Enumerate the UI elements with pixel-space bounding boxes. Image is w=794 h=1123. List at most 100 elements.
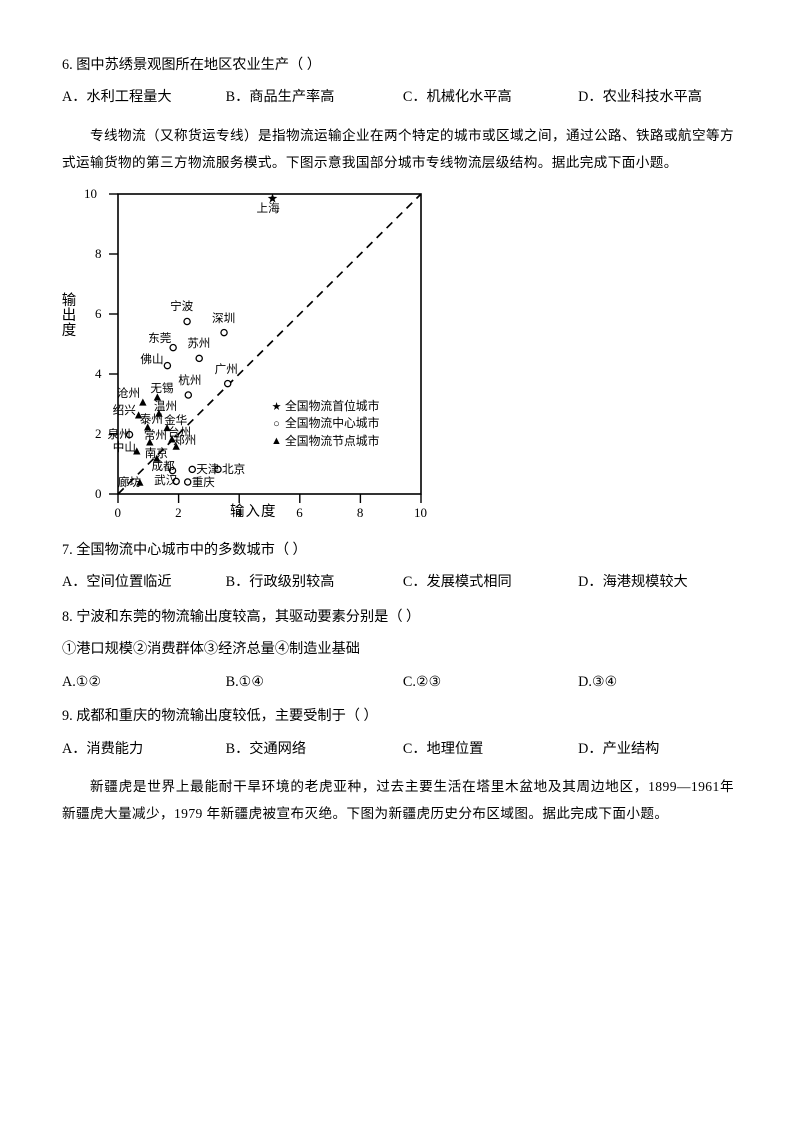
data-point-中山 [133,447,141,455]
point-label-泉州: 泉州 [107,427,131,441]
question-7-option-d[interactable]: D．海港规模较大 [578,574,688,591]
point-label-廊坊: 廊坊 [117,475,142,489]
x-tick-2: 2 [175,504,182,520]
question-6-option-c[interactable]: C．机械化水平高 [402,89,512,106]
x-axis-title: 输入度 [230,503,277,520]
question-8-option-a[interactable]: A.①② [62,674,102,691]
point-label-温州: 温州 [153,399,178,413]
data-point-杭州 [184,391,193,399]
chart-canvas [109,193,422,503]
legend-label: 全国物流中心城市 [285,416,380,431]
point-label-常州: 常州 [143,429,168,443]
y-tick-6: 6 [95,305,102,321]
data-point-广州 [223,379,232,388]
legend-item-0: ★ 全国物流首位城市 [270,398,380,415]
y-tick-2: 2 [95,425,102,441]
data-point-东莞 [169,343,177,352]
question-9-option-b[interactable]: B．交通网络 [225,740,307,757]
tiger-passage: 新疆虎是世界上最能耐干旱环境的老虎亚种，过去主要生活在塔里木盆地及其周边地区，1… [62,779,734,822]
legend-item-2: ▲ 全国物流节点城市 [270,433,379,450]
page-content: 6. 图中苏绣景观图所在地区农业生产（ ） A．水利工程量大 B．商品生产率高 … [62,55,734,831]
question-9-option-c[interactable]: C．地理位置 [402,740,484,757]
point-label-宁波: 宁波 [170,300,194,314]
point-label-北京: 北京 [221,463,246,477]
point-label-南京: 南京 [144,446,168,460]
point-label-苏州: 苏州 [187,337,211,351]
question-7-stem: 7. 全国物流中心城市中的多数城市（ ） [62,541,307,558]
point-label-天津: 天津 [196,463,220,477]
data-point-廊坊 [136,478,144,486]
data-point-温州 [155,409,163,417]
y-axis-ticks [109,193,118,495]
data-point-天津 [188,465,196,474]
point-label-佛山: 佛山 [140,352,164,366]
point-label-成都: 成都 [151,459,175,473]
x-tick-0: 0 [114,504,122,520]
data-point-沧州 [139,398,147,406]
question-6-option-d[interactable]: D．农业科技水平高 [578,89,702,106]
point-label-台州: 台州 [167,426,192,440]
legend-item-1: ○ 全国物流中心城市 [270,415,379,432]
data-point-无锡 [153,393,162,401]
data-point-郑州 [172,442,180,450]
data-point-宁波 [183,317,191,326]
y-tick-8: 8 [95,245,102,261]
question-8-option-b[interactable]: B.①④ [225,674,265,691]
data-point-绍兴 [134,411,143,419]
question-6-options: A．水利工程量大 B．商品生产率高 C．机械化水平高 D．农业科技水平高 [62,87,734,108]
y-tick-10: 10 [84,185,97,201]
data-point-台州 [168,435,176,443]
data-point-金华 [163,423,171,432]
reference-line-diagonal [117,193,422,495]
question-7-option-b[interactable]: B．行政级别较高 [225,574,335,591]
y-tick-0: 0 [95,485,102,501]
question-7-option-a[interactable]: A．空间位置临近 [62,574,172,591]
logistics-scatter-chart: 0 2 4 6 8 10 0 2 4 6 8 10 上海 宁波 深圳 东莞 苏州 佛山 广州 杭州 成都 天津 北京 武汉… [62,182,734,530]
question-8-options: A.①② B.①④ C.②③ D.③④ [62,672,734,693]
logistics-passage: 专线物流（又称货运专线）是指物流运输企业在两个特定的城市或区域之间，通过公路、铁… [62,127,734,170]
data-point-深圳 [220,328,228,337]
x-axis-ticks [117,493,422,503]
question-8-sublist: ①港口规模②消费群体③经济总量④制造业基础 [62,640,360,657]
legend-label: 全国物流节点城市 [285,433,380,448]
point-label-金华: 金华 [164,413,188,427]
star-icon: ★ [271,400,282,413]
data-point-常州 [146,438,154,446]
point-label-东莞: 东莞 [148,331,172,345]
chart-marker-layer [125,193,278,486]
point-label-重庆: 重庆 [191,475,215,489]
question-6-option-b[interactable]: B．商品生产率高 [225,89,335,106]
point-label-泰州: 泰州 [139,413,163,427]
data-point-成都 [168,466,177,475]
question-6-option-a[interactable]: A．水利工程量大 [62,89,172,106]
x-tick-10: 10 [414,504,427,520]
y-axis-title: 输出度 [61,292,77,340]
point-label-广州: 广州 [214,362,238,376]
circle-icon: ○ [273,418,280,431]
question-8-option-c[interactable]: C.②③ [402,674,442,691]
point-label-沧州: 沧州 [116,387,141,401]
point-label-上海: 上海 [256,202,280,216]
data-point-上海 [267,193,278,203]
chart-legend: ★ 全国物流首位城市 ○ 全国物流中心城市 ▲ 全国物流节点城市 [270,398,379,450]
legend-label: 全国物流首位城市 [285,398,380,413]
question-8-option-d[interactable]: D.③④ [578,674,618,691]
question-9-option-d[interactable]: D．产业结构 [578,740,660,757]
point-label-绍兴: 绍兴 [112,404,136,418]
point-label-深圳: 深圳 [212,311,236,325]
data-point-重庆 [183,478,192,486]
data-point-泉州 [125,430,134,439]
point-label-武汉: 武汉 [154,474,178,488]
triangle-icon: ▲ [271,435,282,448]
question-7-option-c[interactable]: C．发展模式相同 [402,574,512,591]
question-9-option-a[interactable]: A．消费能力 [62,740,144,757]
question-6-stem: 6. 图中苏绣景观图所在地区农业生产（ ） [62,57,321,73]
question-9-stem: 9. 成都和重庆的物流输出度较低，主要受制于（ ） [62,708,378,725]
x-tick-6: 6 [296,504,303,520]
data-point-泰州 [144,423,152,431]
x-tick-8: 8 [356,504,364,520]
data-point-北京 [214,465,222,474]
y-tick-4: 4 [95,365,102,381]
data-point-南京 [153,454,161,462]
question-9-options: A．消费能力 B．交通网络 C．地理位置 D．产业结构 [62,739,734,760]
